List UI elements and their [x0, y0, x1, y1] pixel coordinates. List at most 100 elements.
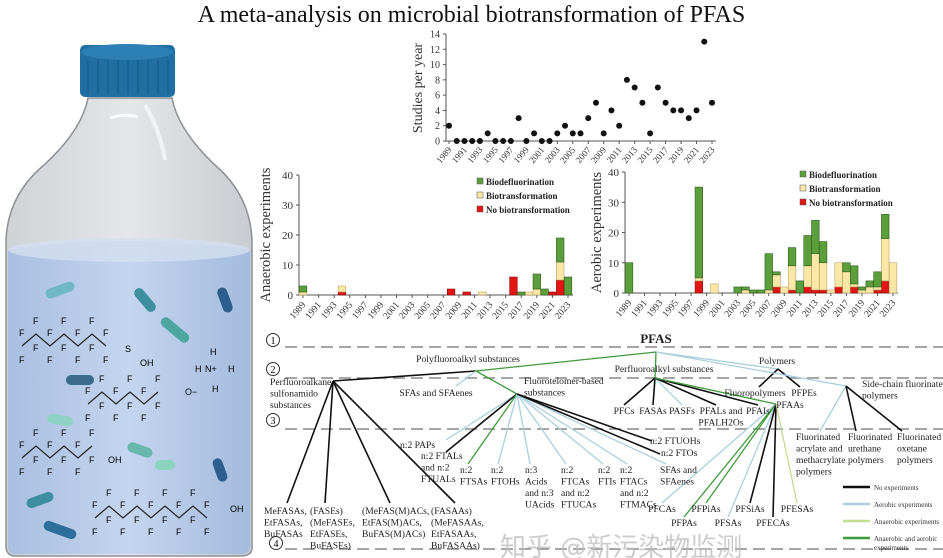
edge-perf-pfcs	[623, 377, 656, 406]
edge-ft-sfa2	[516, 393, 667, 465]
bar-biodefluorination	[819, 241, 828, 264]
fluorine-atom: F	[75, 440, 81, 450]
fluorine-atom: F	[61, 343, 67, 353]
bar-biodefluorination	[694, 186, 703, 279]
fluorine-atom: F	[89, 343, 95, 353]
fluorine-atom: F	[103, 328, 109, 338]
edge-sulf-fases	[324, 380, 334, 504]
hydroxyl-group: OH	[230, 504, 244, 514]
legend-label: Anaerobic and aerobic experiments	[874, 535, 937, 552]
data-point	[507, 138, 514, 144]
y-tick-label: 40	[608, 167, 620, 179]
node-pfesas: PFESAs	[781, 504, 814, 515]
y-tick-label: 4	[435, 106, 440, 117]
bacterium	[155, 460, 175, 470]
fluorine-atom: F	[92, 527, 98, 537]
edge-ft-paps	[445, 393, 518, 441]
fluorine-atom: F	[148, 527, 154, 537]
y-axis-label: Aerobic experiments	[589, 172, 605, 294]
fluorine-atom: F	[155, 374, 161, 384]
node-mefasas: MeFASAs, EtFASAs, BuFASAs	[264, 506, 307, 540]
legend-swatch	[799, 198, 807, 206]
edge-pfaas-pfesas	[775, 403, 798, 504]
tree-edges	[286, 351, 903, 518]
level-number: 2	[271, 365, 276, 376]
node-fasaas: (FASAAs) (MeFASAAs, EtFASAAs, BuFASAAs)	[431, 506, 484, 552]
edge-polymers-fluoropoly	[758, 368, 779, 388]
hydrogen-atom: H	[228, 364, 235, 374]
edge-ft-ftals	[445, 393, 518, 453]
fluorine-atom: F	[99, 374, 105, 384]
legend-label: Biotransformation	[809, 184, 881, 194]
node-fases: (FASEs) (MeFASEs, EtFASEs, BuFASEs)	[310, 506, 355, 552]
data-point	[678, 107, 685, 114]
node-ftacs: n:2 FTACs and n:2 FTMACs	[620, 465, 657, 511]
legend-label: No experiments	[874, 484, 919, 492]
fluorine-atom: F	[19, 328, 25, 338]
node-perf: Perfluoroalkyl substances	[615, 364, 714, 375]
node-n3: n:3 Acids and n:3 UAcids	[525, 465, 555, 511]
node-fasas: FASAs	[639, 406, 667, 417]
data-point	[639, 99, 646, 106]
level-marker	[266, 333, 280, 347]
fluorine-atom: F	[148, 500, 154, 510]
fluorine-atom: F	[106, 488, 112, 498]
fluorine-atom: F	[33, 343, 39, 353]
node-urethane: Fluorinated urethane polymers	[848, 432, 892, 466]
y-tick-label: 30	[608, 197, 620, 209]
fluorine-atom: F	[176, 500, 182, 510]
fluorine-atom: F	[33, 455, 39, 465]
oxygen-atom: O−	[185, 387, 197, 397]
edge-pfas-side	[655, 351, 847, 387]
bar-biodefluorination	[532, 273, 541, 290]
bar-biodefluorination	[772, 271, 781, 276]
bacteria-group	[26, 281, 233, 540]
node-sulf: Perfluoroalkane sulfonamido substances	[270, 377, 331, 411]
node-mefasm: (MeFAS(M)ACs, EtFAS(M)ACs, BuFAS(M)ACs)	[362, 506, 429, 540]
bar-biodefluorination	[857, 286, 867, 291]
bar-biotransformation	[478, 291, 487, 296]
edge-ft-ftacs	[516, 393, 628, 465]
node-pfecas: PFECAs	[756, 518, 790, 529]
fluorine-atom: F	[89, 316, 95, 326]
hydroxyl-group: OH	[108, 455, 122, 465]
data-point	[538, 138, 545, 144]
hydrogen-atom: H	[210, 347, 217, 357]
bar-biodefluorination	[787, 247, 797, 267]
edge-sulf-mefasas	[286, 380, 334, 504]
edge-perf-pfaas	[654, 377, 777, 405]
fluorine-atom: F	[19, 440, 25, 450]
bacterium	[212, 458, 228, 482]
bar-biotransformation	[337, 285, 347, 293]
data-point	[616, 122, 623, 129]
carbon-chain	[21, 333, 107, 347]
legend-swatch	[476, 177, 484, 185]
bar-no-biotransformation	[509, 276, 518, 296]
bacterium	[127, 442, 153, 458]
fluorine-atom: F	[75, 467, 81, 477]
data-point	[592, 99, 599, 106]
y-tick-label: 0	[614, 288, 620, 300]
edge-ft-ftos	[516, 393, 661, 455]
edge-pfaas-pfpas	[683, 403, 777, 518]
fluorine-atom: F	[19, 355, 25, 365]
node-pfpes: PFPEs	[791, 388, 817, 399]
fluorine-atom: F	[155, 401, 161, 411]
legend-swatch	[799, 170, 807, 178]
edge-poly-sfa1	[455, 370, 477, 387]
edge-side-urethane	[845, 385, 857, 432]
bacterium	[66, 375, 94, 385]
data-point	[670, 107, 677, 114]
node-poly: Polyfluoroalkyl substances	[416, 354, 520, 365]
data-point	[531, 130, 538, 137]
level-marker	[266, 413, 280, 427]
bar-biodefluorination	[811, 220, 820, 254]
data-point	[654, 84, 661, 91]
fluorine-atom: F	[19, 467, 25, 477]
bacterium	[160, 317, 190, 343]
